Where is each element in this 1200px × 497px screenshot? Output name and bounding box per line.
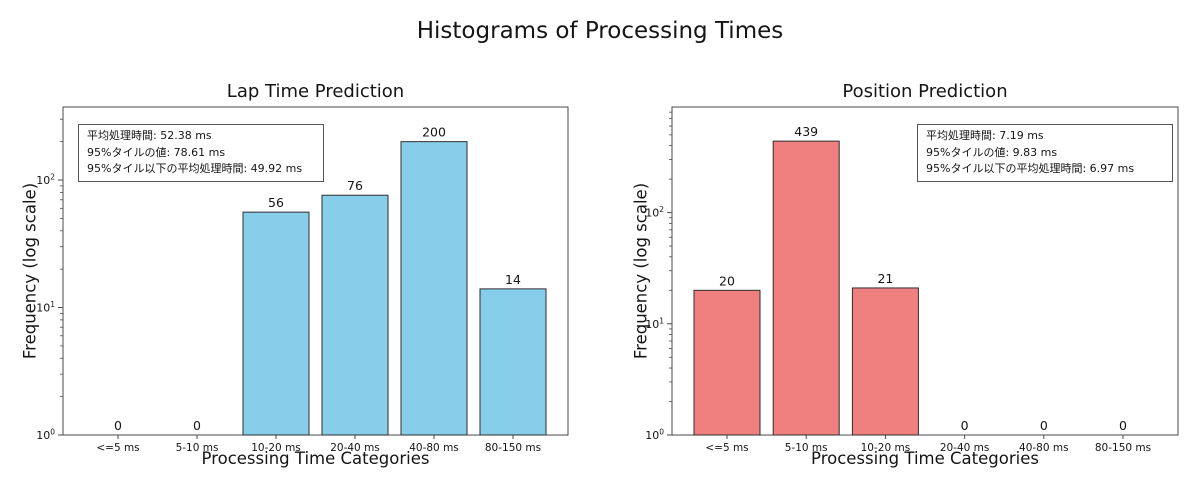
y-axis-label-position: Frequency (log scale) [631, 182, 651, 360]
x-tick-label: 10-20 ms [861, 442, 911, 454]
x-tick-label: 5-10 ms [176, 442, 219, 454]
bar-value-label: 0 [114, 418, 122, 433]
stat-mean-below-95th: 95%タイル以下の平均処理時間: 49.92 ms [87, 162, 303, 175]
stat-mean-processing-time: 平均処理時間: 52.38 ms [87, 129, 212, 142]
x-tick-label: 20-40 ms [940, 442, 990, 454]
stat-95th-percentile: 95%タイルの値: 78.61 ms [87, 145, 226, 159]
subplot-title-lap-time: Lap Time Prediction [226, 81, 405, 102]
bar [321, 194, 389, 436]
y-tick-label: 100 [36, 428, 55, 443]
x-tick-label: <=5 ms [705, 442, 748, 454]
x-tick-label: <=5 ms [96, 442, 139, 454]
stat-mean-below-95th: 95%タイル以下の平均処理時間: 6.97 ms [926, 162, 1135, 175]
bar-value-label: 21 [877, 271, 893, 286]
bar-value-label: 20 [719, 273, 735, 288]
x-axis-label-position: Processing Time Categories [811, 449, 1039, 468]
x-axis-label-lap-time: Processing Time Categories [201, 449, 430, 468]
x-tick-label: 80-150 ms [485, 442, 541, 454]
x-tick-label: 80-150 ms [1095, 442, 1151, 454]
axes-frame [62, 106, 569, 436]
x-tick-label: 5-10 ms [785, 442, 828, 454]
bar-value-label: 76 [347, 178, 363, 193]
stats-annotation-box-lap-time: 平均処理時間: 52.38 ms 95%タイルの値: 78.61 ms 95%タ… [78, 124, 324, 182]
stat-95th-percentile: 95%タイルの値: 9.83 ms [926, 145, 1058, 159]
bar-value-label: 0 [1119, 418, 1127, 433]
figure-title: Histograms of Processing Times [416, 18, 784, 44]
y-tick-label: 100 [645, 428, 664, 443]
x-tick-label: 20-40 ms [330, 442, 380, 454]
bar [242, 211, 310, 436]
stats-annotation-box-position: 平均処理時間: 7.19 ms 95%タイルの値: 9.83 ms 95%タイル… [917, 124, 1173, 182]
subplot-title-position: Position Prediction [842, 81, 1008, 102]
x-tick-label: 40-80 ms [1019, 442, 1069, 454]
bar-value-label: 439 [794, 124, 818, 139]
bar [772, 140, 840, 436]
stat-mean-processing-time: 平均処理時間: 7.19 ms [926, 129, 1044, 142]
x-tick-label: 10-20 ms [251, 442, 301, 454]
bar [851, 287, 919, 436]
bar-value-label: 0 [193, 418, 201, 433]
bar-value-label: 56 [268, 195, 284, 210]
bar [400, 141, 468, 436]
bar-value-label: 14 [505, 272, 521, 287]
bar-value-label: 0 [961, 418, 969, 433]
bar [693, 289, 761, 436]
bar-value-label: 0 [1040, 418, 1048, 433]
x-tick-label: 40-80 ms [409, 442, 459, 454]
y-axis-label-lap-time: Frequency (log scale) [20, 182, 40, 360]
bar-value-label: 200 [422, 125, 446, 140]
bar [479, 288, 547, 436]
